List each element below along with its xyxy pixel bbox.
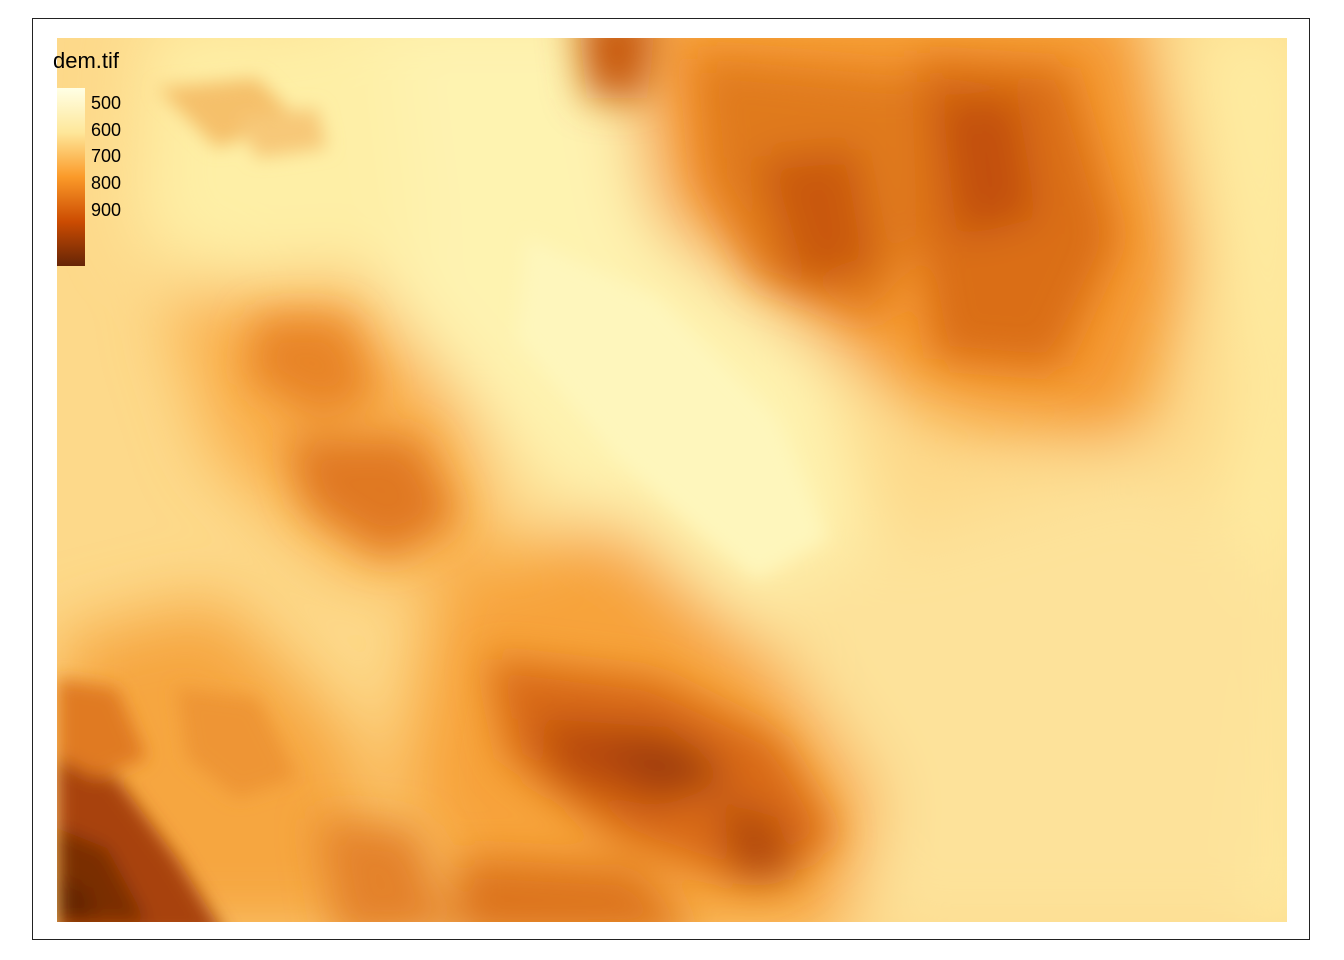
legend-label-800: 800 — [91, 173, 122, 193]
terrain-ridges — [247, 38, 1117, 922]
legend-label-900: 900 — [91, 200, 122, 220]
terrain-peaks — [57, 78, 827, 922]
legend-label-700: 700 — [91, 146, 122, 166]
legend-label-600: 600 — [91, 120, 122, 140]
elevation-raster-svg — [57, 38, 1287, 922]
elevation-raster[interactable] — [57, 38, 1287, 922]
legend-label-500: 500 — [91, 93, 122, 113]
legend-title: dem.tif — [53, 48, 120, 73]
legend-color-bar — [57, 88, 85, 266]
